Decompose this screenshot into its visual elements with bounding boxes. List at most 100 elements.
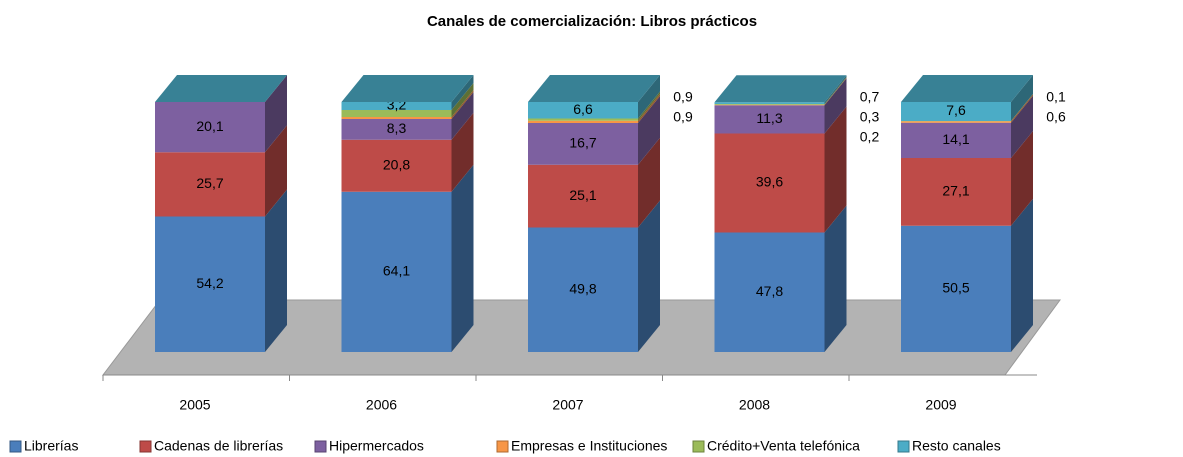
data-label: 0,9	[673, 89, 693, 105]
bar-segment	[528, 102, 638, 119]
data-label: 16,7	[569, 135, 596, 151]
data-label: 0,6	[1046, 109, 1066, 125]
data-label: 39,6	[756, 174, 783, 190]
legend-swatch	[496, 440, 509, 453]
data-label: 47,8	[756, 283, 783, 299]
data-label: 0,9	[673, 109, 693, 125]
bar-top	[155, 75, 287, 102]
data-label: 20,1	[196, 118, 223, 134]
bar-segment	[901, 225, 1011, 352]
bar-segment	[341, 139, 452, 192]
bar-side	[638, 93, 660, 123]
legend-swatch	[139, 440, 152, 453]
bar-top	[528, 75, 660, 102]
bar-segment	[155, 102, 265, 153]
bar-side	[824, 78, 847, 134]
chart-title: Canales de comercialización: Libros prác…	[427, 13, 757, 30]
legend-label: Crédito+Venta telefónica	[707, 438, 860, 454]
bar-top	[341, 75, 474, 102]
bar-segment	[341, 119, 452, 140]
data-label: 0,2	[860, 129, 880, 145]
bar-side	[265, 75, 287, 153]
bar-side	[1011, 94, 1033, 122]
data-label: 8,3	[387, 120, 407, 136]
bar-segment	[341, 191, 452, 352]
data-label: 25,7	[196, 175, 223, 191]
legend-swatch	[9, 440, 22, 453]
data-label: 54,2	[196, 275, 223, 291]
bar-segment	[155, 152, 265, 217]
bar-side	[638, 75, 660, 119]
data-label: 0,7	[860, 89, 880, 105]
legend-label: Empresas e Instituciones	[511, 438, 667, 454]
x-tick-label: 2009	[925, 397, 956, 413]
bar-segment	[714, 232, 825, 352]
data-label: 25,1	[569, 187, 596, 203]
bar-side	[1011, 131, 1033, 226]
bar-segment	[528, 164, 638, 228]
legend-label: Resto canales	[912, 438, 1001, 454]
data-label: 20,8	[383, 156, 410, 172]
bar-segment	[341, 117, 452, 119]
bar-side	[638, 91, 660, 121]
bar-segment	[528, 120, 638, 123]
data-label: 7,6	[946, 102, 966, 118]
bar-side	[824, 106, 847, 233]
bar-segment	[528, 123, 638, 165]
bar-side	[451, 90, 474, 119]
data-label: 14,1	[942, 131, 969, 147]
bar-top	[714, 75, 847, 103]
data-label: 11,3	[756, 110, 782, 126]
bar-segment	[901, 122, 1011, 158]
legend-label: Cadenas de librerías	[154, 438, 283, 454]
x-tick-label: 2006	[366, 397, 397, 413]
legend-swatch	[692, 440, 705, 453]
bar-segment	[341, 110, 452, 117]
bar-segment	[341, 102, 452, 110]
bar-segment	[901, 158, 1011, 226]
bar-segment	[714, 133, 825, 233]
bar-side	[1011, 75, 1033, 121]
x-tick-label: 2008	[739, 397, 770, 413]
legend-swatch	[897, 440, 910, 453]
bar-side	[451, 92, 474, 140]
data-label: 0,3	[860, 109, 880, 125]
bar-segment	[155, 216, 265, 352]
data-label: 49,8	[569, 280, 596, 296]
bar-side	[451, 75, 474, 110]
bar-side	[824, 77, 847, 106]
bar-side	[451, 164, 474, 352]
data-label: 27,1	[942, 183, 969, 199]
bar-side	[824, 77, 847, 105]
bar-side	[824, 75, 847, 104]
x-tick-label: 2007	[552, 397, 583, 413]
bar-segment	[714, 102, 825, 104]
bar-side	[824, 205, 847, 352]
bar-segment	[528, 118, 638, 121]
bar-segment	[528, 227, 638, 352]
legend-label: Librerías	[24, 438, 78, 454]
x-tick-label: 2005	[179, 397, 210, 413]
bar-segment	[901, 102, 1011, 121]
legend-label: Hipermercados	[329, 438, 424, 454]
data-label: 6,6	[573, 101, 593, 117]
bar-side	[265, 125, 287, 217]
bar-side	[451, 112, 474, 192]
bar-side	[638, 96, 660, 165]
data-label: 50,5	[942, 280, 969, 296]
bar-side	[1011, 198, 1033, 352]
bar-segment	[714, 104, 825, 106]
bar-side	[265, 189, 287, 352]
data-label: 0,1	[1046, 89, 1066, 105]
bar-side	[451, 83, 474, 117]
bar-side	[638, 200, 660, 352]
legend-swatch	[314, 440, 327, 453]
bar-segment	[714, 105, 825, 134]
data-label: 64,1	[383, 263, 410, 279]
bar-side	[1011, 95, 1033, 158]
bar-top	[901, 75, 1033, 102]
bar-segment	[714, 104, 825, 105]
bar-side	[1011, 94, 1033, 123]
bar-segment	[901, 121, 1011, 123]
